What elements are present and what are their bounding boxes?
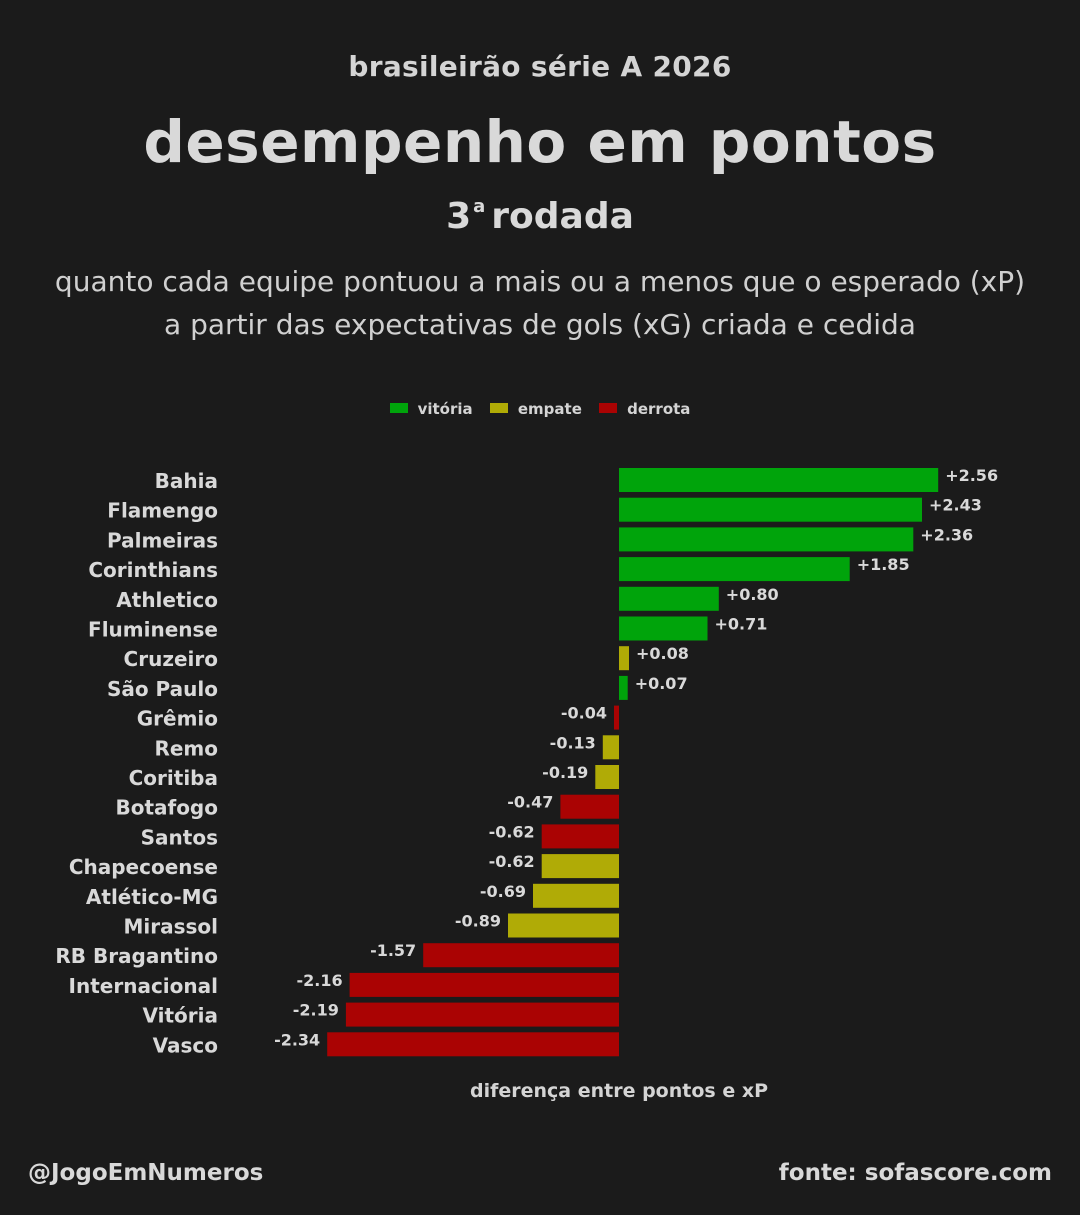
bar-sao-paulo xyxy=(619,675,628,700)
bar-rb-bragantino xyxy=(423,943,619,968)
value-label-sao-paulo: +0.07 xyxy=(635,674,688,693)
team-label-botafogo: Botafogo xyxy=(115,796,218,820)
legend-swatch-empate xyxy=(489,403,508,413)
bar-remo xyxy=(602,735,619,760)
team-label-chapecoense: Chapecoense xyxy=(69,855,218,879)
legend-swatch-vitoria xyxy=(389,403,408,413)
value-label-botafogo: -0.47 xyxy=(507,793,553,812)
bar-mirassol xyxy=(508,913,619,938)
bar-chapecoense xyxy=(541,854,619,879)
team-label-flamengo: Flamengo xyxy=(107,499,218,523)
bar-fluminense xyxy=(619,616,708,641)
x-axis-label: diferença entre pontos e xP xyxy=(470,1080,768,1102)
bar-vitoria xyxy=(345,1002,619,1027)
bar-vasco xyxy=(327,1032,619,1057)
value-label-bahia: +2.56 xyxy=(945,466,998,485)
team-label-athletico: Athletico xyxy=(116,588,218,612)
team-label-coritiba: Coritiba xyxy=(129,766,218,790)
value-label-athletico: +0.80 xyxy=(726,585,779,604)
round-number: 3 xyxy=(446,196,472,237)
team-label-atletico-mg: Atlético-MG xyxy=(86,885,218,909)
bar-coritiba xyxy=(595,765,619,789)
team-label-internacional: Internacional xyxy=(69,974,218,998)
value-label-vasco: -2.34 xyxy=(274,1030,320,1049)
value-label-gremio: -0.04 xyxy=(561,704,607,723)
legend-label-derrota: derrota xyxy=(627,400,691,418)
legend-label-vitoria: vitória xyxy=(417,400,473,418)
round-word: rodada xyxy=(491,196,634,237)
value-label-mirassol: -0.89 xyxy=(455,912,501,931)
team-label-remo: Remo xyxy=(154,736,218,760)
value-label-atletico-mg: -0.69 xyxy=(480,882,526,901)
bar-palmeiras xyxy=(619,527,914,552)
team-label-fluminense: Fluminense xyxy=(88,618,218,642)
legend-item-derrota: derrota xyxy=(599,400,690,418)
value-label-flamengo: +2.43 xyxy=(929,496,982,515)
team-label-gremio: Grêmio xyxy=(137,707,218,731)
bar-flamengo xyxy=(619,497,922,522)
bar-cruzeiro xyxy=(619,646,629,671)
team-label-santos: Santos xyxy=(141,825,218,849)
value-label-fluminense: +0.71 xyxy=(715,615,768,634)
bar-internacional xyxy=(349,972,619,997)
author-handle: @JogoEmNumeros xyxy=(28,1160,264,1186)
round-label: 3 a rodada xyxy=(0,196,1080,237)
team-label-rb-bragantino: RB Bragantino xyxy=(55,944,218,968)
value-label-remo: -0.13 xyxy=(550,733,596,752)
round-suffix: a xyxy=(473,196,486,217)
bar-chart: Bahia +2.56 Flamengo +2.43 Palmeiras +2.36 Cor… xyxy=(55,466,998,1102)
legend-label-empate: empate xyxy=(517,400,582,418)
bar-santos xyxy=(541,824,619,849)
value-label-palmeiras: +2.36 xyxy=(920,525,973,544)
bar-bahia xyxy=(619,468,939,492)
value-label-chapecoense: -0.62 xyxy=(489,852,535,871)
chart-title: desempenho em pontos xyxy=(143,108,937,176)
value-label-cruzeiro: +0.08 xyxy=(636,644,689,663)
bar-corinthians xyxy=(619,557,850,582)
data-source: fonte: sofascore.com xyxy=(778,1160,1052,1186)
team-label-mirassol: Mirassol xyxy=(123,915,218,939)
bar-athletico xyxy=(619,586,719,611)
team-label-sao-paulo: São Paulo xyxy=(107,677,218,701)
team-label-vitoria: Vitória xyxy=(143,1004,219,1028)
legend-item-vitoria: vitória xyxy=(389,400,473,418)
value-label-vitoria: -2.19 xyxy=(293,1001,339,1020)
value-label-santos: -0.62 xyxy=(489,822,535,841)
team-label-bahia: Bahia xyxy=(155,469,218,493)
subtitle-line-1: quanto cada equipe pontuou a mais ou a m… xyxy=(54,265,1026,298)
bar-atletico-mg xyxy=(533,883,619,908)
value-label-corinthians: +1.85 xyxy=(857,555,910,574)
team-label-palmeiras: Palmeiras xyxy=(107,528,218,552)
bar-gremio xyxy=(614,705,619,730)
bar-botafogo xyxy=(560,794,619,819)
value-label-rb-bragantino: -1.57 xyxy=(370,941,416,960)
team-label-corinthians: Corinthians xyxy=(88,558,218,582)
legend-swatch-derrota xyxy=(599,403,618,413)
value-label-internacional: -2.16 xyxy=(296,971,342,990)
legend: vitória empate derrota xyxy=(0,400,1080,418)
legend-item-empate: empate xyxy=(489,400,582,418)
team-label-cruzeiro: Cruzeiro xyxy=(124,647,218,671)
supertitle: brasileirão série A 2026 xyxy=(348,50,732,83)
team-label-vasco: Vasco xyxy=(153,1033,218,1057)
subtitle-line-2: a partir das expectativas de gols (xG) c… xyxy=(164,308,916,341)
bars-layer: Bahia +2.56 Flamengo +2.43 Palmeiras +2.36 Cor… xyxy=(55,466,998,1057)
value-label-coritiba: -0.19 xyxy=(542,763,588,782)
